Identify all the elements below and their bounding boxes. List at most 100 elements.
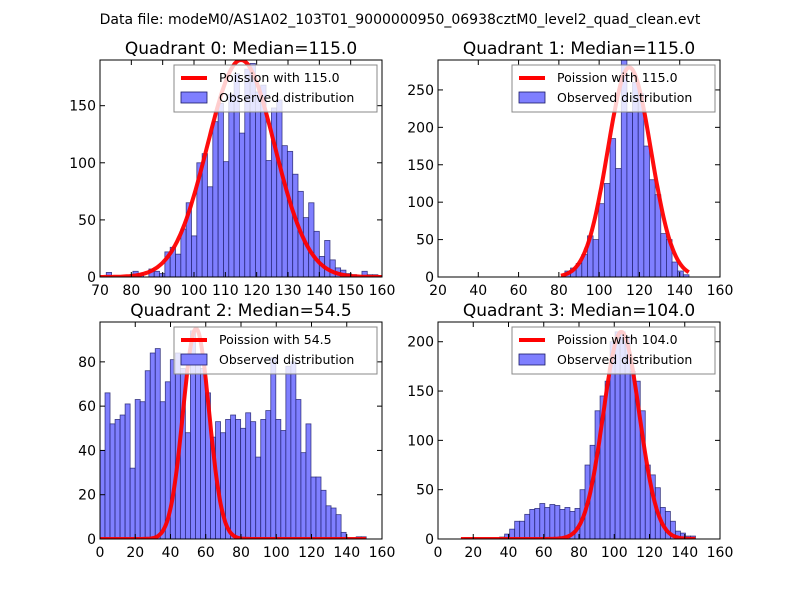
legend-label-observed: Observed distribution [557,90,692,105]
histogram-bar [217,103,224,277]
histogram-bar [255,91,262,277]
histogram-bar [191,235,198,277]
histogram-bar [305,423,312,539]
subplot-quadrant-2: Quadrant 2: Median=54.5 0 20 40 60 80 100 120 14… [78,301,395,561]
legend: Poission with 54.5 Observed distribution [173,326,378,375]
histogram-bar [154,348,161,539]
histogram-bar [276,99,283,277]
y-tick-label: 20 [78,488,96,504]
x-tick-label: 160 [369,283,396,299]
y-tick-label: 50 [416,483,434,499]
legend-label-poisson: Poission with 104.0 [557,332,678,347]
histogram-bar [139,401,146,539]
histogram-bar [626,111,633,277]
histogram-bar [315,476,322,539]
histogram-bar [637,93,645,277]
y-tick-label: 100 [407,195,434,211]
x-tick-label: 100 [586,283,613,299]
histogram-bar [195,361,201,539]
legend: Poission with 104.0 Observed distribution [511,326,716,375]
legend-bar-swatch [180,353,208,366]
y-tick-label: 200 [407,120,434,136]
histogram-bar [230,414,237,539]
histogram-bar [629,370,636,539]
histogram-bar [524,513,531,539]
histogram-bar [539,503,546,539]
subplot-quadrant-3: Quadrant 3: Median=104.0 0 20 40 60 80 100 120 1… [407,301,733,561]
histogram-bar [104,392,111,539]
histogram-bar [275,419,282,539]
histogram-bar [514,520,521,539]
y-tick-label: 60 [78,399,96,415]
x-tick-label: 100 [181,283,208,299]
y-tick-label: 150 [407,384,434,400]
histogram-bar [310,476,317,539]
histogram-bar [265,410,272,539]
x-tick-label: 70 [91,283,109,299]
poisson-curve [100,60,382,277]
legend-label-observed: Observed distribution [219,352,354,367]
histogram-bar [649,179,656,277]
histogram-bar [615,168,622,277]
x-tick-label: 120 [636,545,663,561]
y-tick-label: 50 [78,213,96,229]
y-tick-label: 100 [407,433,434,449]
x-tick-label: 120 [298,545,325,561]
figure-suptitle: Data file: modeM0/AS1A02_103T01_90000009… [100,12,701,28]
histogram-bar [549,504,556,539]
y-tick-label: 100 [69,156,96,172]
x-tick-label: 60 [197,545,215,561]
histogram-bar [529,509,536,539]
legend-bar-swatch [180,91,208,104]
histogram-bar [295,399,302,539]
histogram-bar [335,514,342,539]
x-tick-label: 80 [122,283,140,299]
histogram-bar [609,138,617,277]
histogram-bar [554,505,561,539]
histogram-bar [240,427,247,539]
x-tick-label: 20 [464,545,482,561]
x-tick-label: 60 [535,545,553,561]
histogram-bar [105,272,112,277]
histogram-bar [671,261,679,277]
x-tick-label: 140 [306,283,333,299]
y-tick-label: 50 [416,233,434,249]
y-tick-label: 40 [78,443,96,459]
histogram-bar [592,239,600,277]
x-tick-label: 100 [263,545,290,561]
legend-box [511,64,716,113]
histogram-bar [320,489,327,539]
histogram-bar [250,421,257,539]
legend-label-observed: Observed distribution [219,90,354,105]
x-tick-label: 80 [232,545,250,561]
legend-label-observed: Observed distribution [557,352,692,367]
x-tick-label: 0 [96,545,105,561]
y-tick-label: 0 [87,270,96,286]
histogram-bar [212,121,219,277]
plot-area [100,60,382,277]
histogram-bar [124,403,131,539]
x-tick-label: 20 [126,545,144,561]
subplot-title: Quadrant 0: Median=115.0 [125,39,357,59]
legend: Poission with 115.0 Observed distribution [173,64,378,113]
histogram-bar [544,507,551,539]
legend-label-poisson: Poission with 54.5 [219,332,332,347]
x-tick-label: 40 [469,283,487,299]
histogram-bar [239,132,246,277]
histogram-bar [669,520,676,539]
y-tick-label: 150 [69,99,96,115]
histogram-bar [228,93,235,277]
histogram-bar [159,401,166,539]
x-tick-label: 40 [500,545,518,561]
histogram-bar [603,183,611,277]
legend-box [173,64,378,113]
histogram-bar [201,153,208,277]
histogram-bar [184,432,191,539]
histogram-bar [207,186,214,277]
x-tick-label: 130 [275,283,302,299]
histogram-bar [109,423,116,539]
subplot-quadrant-0: Quadrant 0: Median=115.070 80 90 100 110 120 1… [69,39,395,299]
x-tick-label: 80 [570,545,588,561]
legend-bar-swatch [518,91,546,104]
